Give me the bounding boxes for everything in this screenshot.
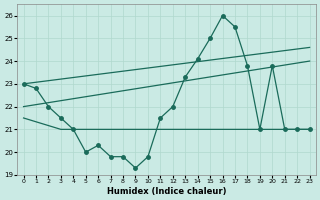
X-axis label: Humidex (Indice chaleur): Humidex (Indice chaleur)	[107, 187, 226, 196]
